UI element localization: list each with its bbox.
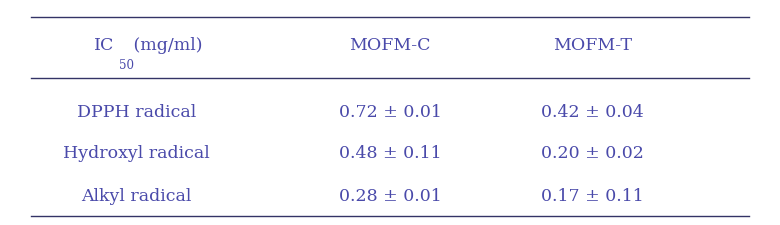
- Text: (mg/ml): (mg/ml): [130, 36, 203, 54]
- Text: 0.42 ± 0.04: 0.42 ± 0.04: [541, 104, 644, 121]
- Text: 0.20 ± 0.02: 0.20 ± 0.02: [541, 144, 644, 162]
- Text: Hydroxyl radical: Hydroxyl radical: [63, 144, 210, 162]
- Text: MOFM-C: MOFM-C: [349, 36, 431, 54]
- Text: 50: 50: [119, 59, 133, 72]
- Text: Alkyl radical: Alkyl radical: [81, 187, 192, 204]
- Text: DPPH radical: DPPH radical: [77, 104, 196, 121]
- Text: IC: IC: [94, 36, 114, 54]
- Text: MOFM-T: MOFM-T: [553, 36, 633, 54]
- Text: 0.28 ± 0.01: 0.28 ± 0.01: [339, 187, 441, 204]
- Text: 0.17 ± 0.11: 0.17 ± 0.11: [541, 187, 644, 204]
- Text: 0.72 ± 0.01: 0.72 ± 0.01: [339, 104, 441, 121]
- Text: 0.48 ± 0.11: 0.48 ± 0.11: [339, 144, 441, 162]
